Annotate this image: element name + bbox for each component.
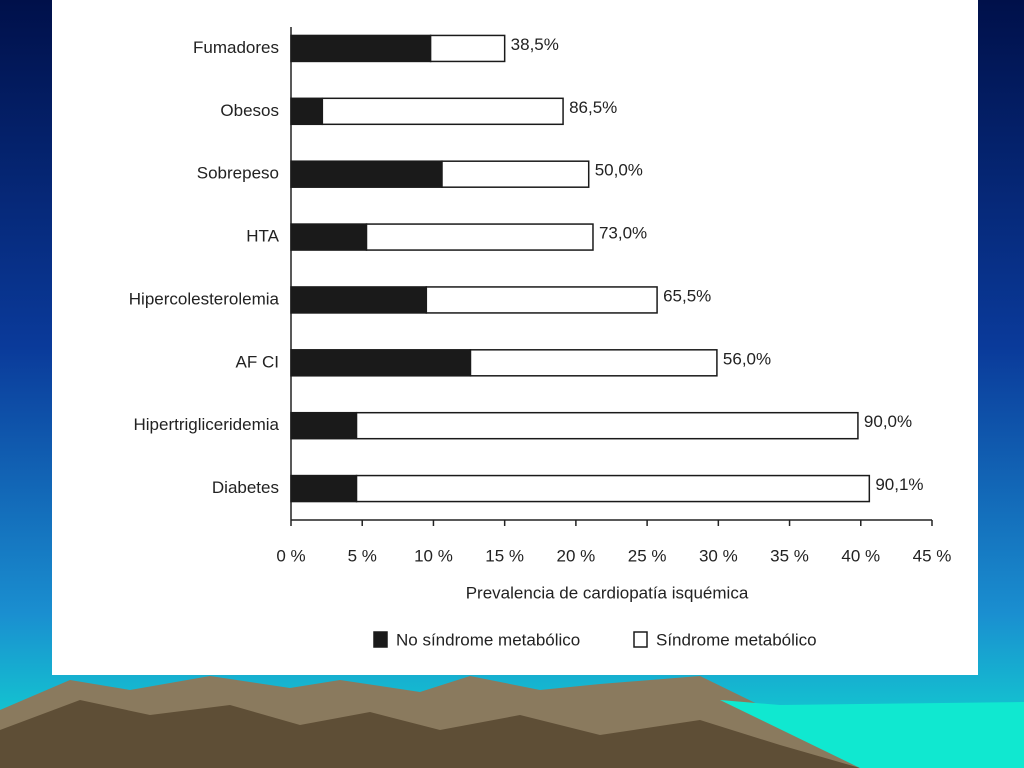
bar-segment [290, 160, 443, 188]
y-tick-label: Fumadores [193, 38, 279, 57]
legend-swatch [373, 631, 388, 648]
x-tick-label: 40 % [841, 546, 880, 565]
x-tick-label: 5 % [348, 546, 377, 565]
legend-swatch [633, 631, 648, 648]
chart: 0 % 5 % 10 % 15 % 20 % 25 % 30 % 35 % 40 % 45 % Fu… [129, 27, 952, 649]
legend-label: Síndrome metabólico [656, 630, 817, 649]
bar-annotation: 86,5% [569, 98, 617, 117]
bar-segment [469, 349, 718, 377]
y-tick-label: AF CI [236, 352, 279, 371]
bar-segment [290, 286, 428, 314]
bar-segment [429, 34, 506, 63]
y-tick-label: Hipercolesterolemia [129, 289, 280, 308]
bar-segment [290, 34, 432, 63]
bar-annotation: 90,1% [875, 475, 923, 494]
x-axis-title: Prevalencia de cardiopatía isquémica [466, 583, 749, 602]
bar-segment [290, 97, 324, 126]
y-tick-label: Obesos [220, 101, 279, 120]
bar-annotation: 73,0% [599, 224, 647, 243]
bar-segment [355, 474, 871, 503]
x-tick-label: 10 % [414, 546, 453, 565]
bar-segment [321, 97, 564, 126]
bar-segment [290, 474, 358, 503]
bar-annotation: 56,0% [723, 349, 771, 368]
bar-segment [290, 411, 358, 440]
mountains [0, 676, 1024, 768]
bar-segment [425, 286, 658, 314]
x-tick-label: 45 % [913, 546, 952, 565]
bar-segment [441, 160, 590, 188]
x-tick-label: 0 % [276, 546, 305, 565]
bar-segment [290, 223, 368, 251]
bar-annotation: 65,5% [663, 286, 711, 305]
y-tick-label: Sobrepeso [197, 164, 279, 183]
x-tick-label: 15 % [485, 546, 524, 565]
x-tick-label: 20 % [557, 546, 596, 565]
bar-annotation: 38,5% [511, 35, 559, 54]
bar-segment [290, 349, 472, 377]
y-tick-label: Hipertrigliceridemia [134, 415, 280, 434]
legend-label: No síndrome metabólico [396, 630, 580, 649]
bar-segment [365, 223, 594, 251]
y-tick-label: HTA [246, 227, 279, 246]
x-tick-label: 30 % [699, 546, 738, 565]
y-tick-label: Diabetes [212, 478, 279, 497]
bar-segment [355, 411, 859, 440]
bar-annotation: 90,0% [864, 412, 912, 431]
bar-annotation: 50,0% [595, 161, 643, 180]
x-tick-label: 25 % [628, 546, 667, 565]
x-tick-label: 35 % [770, 546, 809, 565]
